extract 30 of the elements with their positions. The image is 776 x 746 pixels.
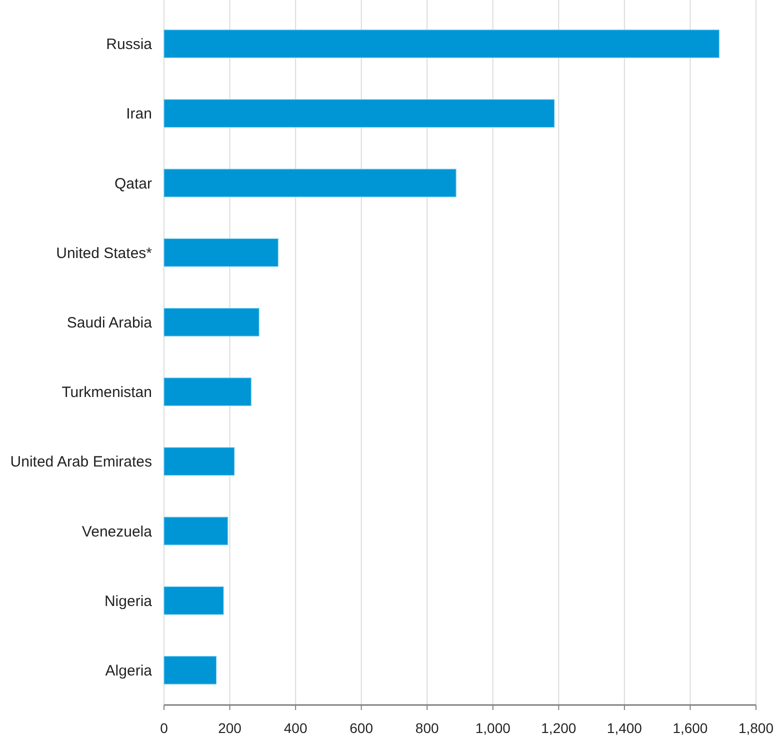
bar bbox=[164, 308, 260, 336]
x-tick-label: 1,400 bbox=[606, 720, 642, 736]
bar bbox=[164, 238, 278, 267]
x-tick-label: 1,000 bbox=[475, 720, 511, 736]
x-tick-label: 800 bbox=[415, 720, 440, 736]
y-tick-label: Russia bbox=[106, 36, 153, 54]
x-tick-label: 600 bbox=[350, 720, 374, 736]
x-tick-label: 1,200 bbox=[541, 720, 576, 736]
bar bbox=[164, 99, 555, 128]
y-tick-label: Turkmenistan bbox=[62, 384, 152, 402]
y-tick-label: Venezuela bbox=[82, 523, 153, 540]
bar bbox=[164, 447, 235, 476]
bar bbox=[164, 586, 224, 615]
bar bbox=[164, 516, 228, 546]
bar bbox=[164, 656, 217, 684]
y-tick-label: Algeria bbox=[105, 662, 153, 680]
y-tick-label: Qatar bbox=[114, 175, 152, 192]
x-tick-label: 400 bbox=[284, 720, 308, 736]
x-tick-label: 200 bbox=[218, 720, 242, 736]
y-tick-label: United States* bbox=[56, 244, 152, 262]
bar bbox=[164, 378, 252, 406]
y-tick-label: Nigeria bbox=[104, 592, 153, 610]
x-tick-label: 0 bbox=[160, 720, 168, 736]
x-tick-label: 1,800 bbox=[738, 720, 774, 736]
y-tick-label: Iran bbox=[126, 106, 152, 123]
y-tick-label: United Arab Emirates bbox=[10, 454, 152, 471]
bar bbox=[164, 30, 720, 58]
bar bbox=[164, 168, 456, 198]
y-tick-label: Saudi Arabia bbox=[66, 314, 153, 332]
x-tick-label: 1,600 bbox=[672, 720, 708, 736]
